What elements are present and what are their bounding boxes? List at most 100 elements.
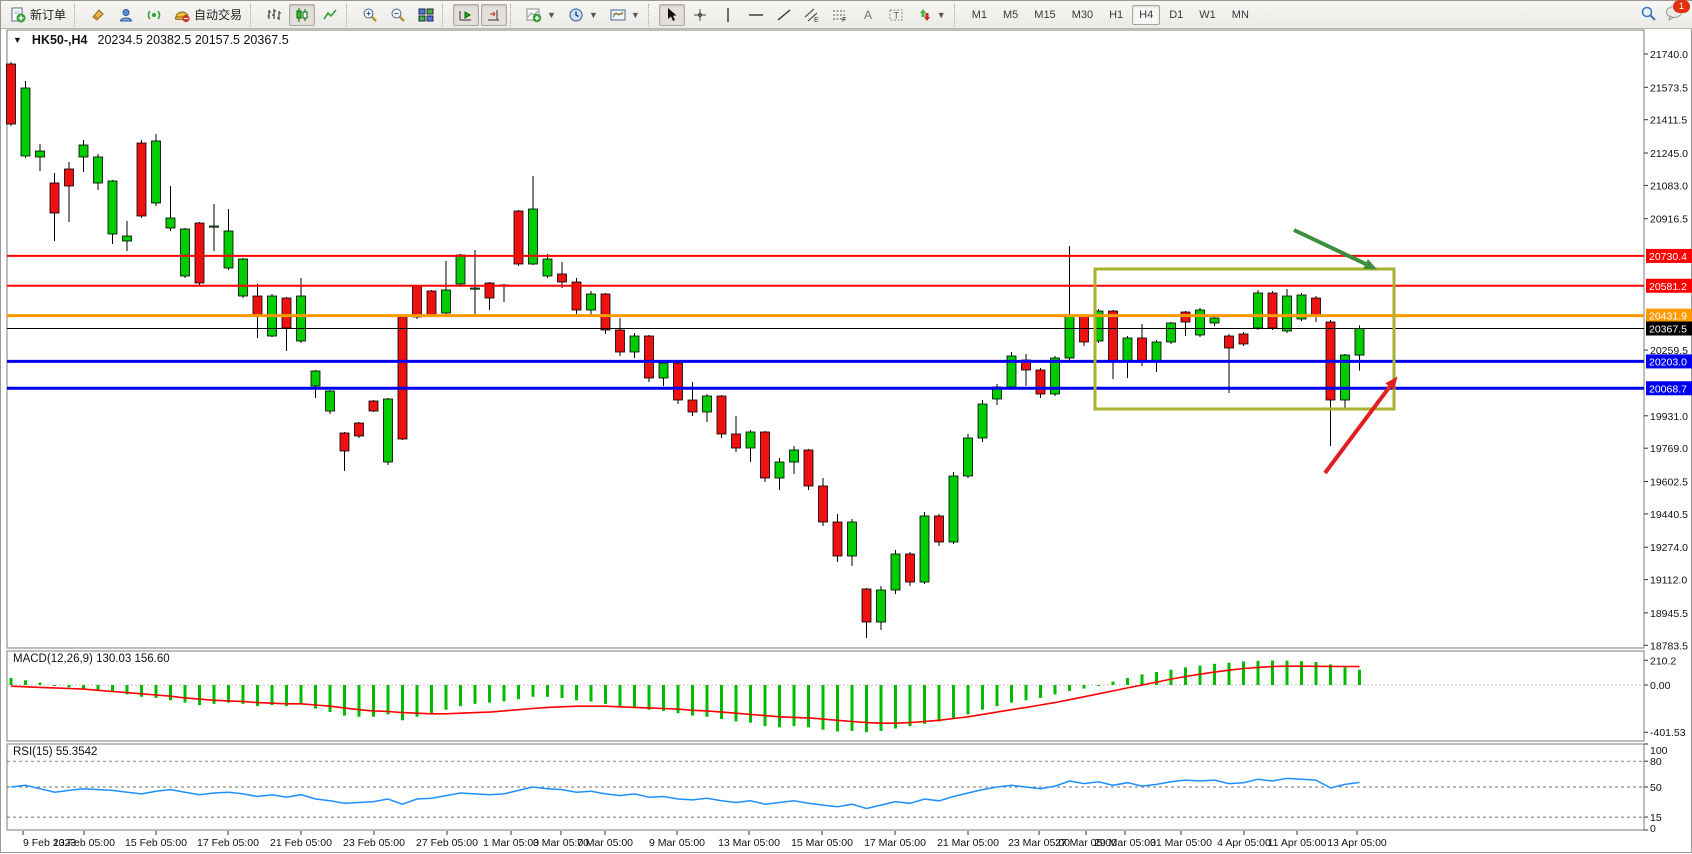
candle-down xyxy=(1224,335,1234,349)
candlestick-button[interactable] xyxy=(289,3,316,26)
time-axis-label: 11 Apr 05:00 xyxy=(1268,837,1327,849)
crosshair-button[interactable] xyxy=(687,4,713,26)
macd-bar xyxy=(560,685,564,698)
candle-up xyxy=(586,293,596,311)
bar-chart-button[interactable] xyxy=(261,4,287,26)
chevron-down-icon[interactable]: ▼ xyxy=(936,9,946,20)
toolbar-separator xyxy=(953,3,962,26)
time-axis-label: 21 Feb 05:00 xyxy=(270,837,332,849)
candle-up xyxy=(223,230,234,269)
timeframe-h1[interactable]: H1 xyxy=(1109,8,1124,21)
channel-button[interactable]: E xyxy=(799,4,825,26)
macd-bar xyxy=(995,685,999,707)
macd-bar xyxy=(386,685,390,715)
macd-bar xyxy=(488,685,491,703)
timeframe-m30[interactable]: M30 xyxy=(1071,8,1094,21)
rsi-label: RSI(15) 55.3542 xyxy=(13,746,98,758)
timeframe-mn[interactable]: MN xyxy=(1231,8,1249,21)
time-axis-label: 9 Feb 2023 xyxy=(23,837,76,849)
candle-down xyxy=(644,335,654,379)
timeframe-m15[interactable]: M15 xyxy=(1034,8,1056,21)
candle-down xyxy=(1035,369,1046,395)
macd-bar xyxy=(53,685,56,686)
drawing-green-down-arrow[interactable] xyxy=(1293,228,1367,266)
candle-up xyxy=(1195,309,1205,336)
new-order-button[interactable]: 新订单 xyxy=(5,3,71,26)
drawing-red-up-arrow[interactable] xyxy=(1323,385,1392,475)
time-axis-label: 13 Feb 05:00 xyxy=(53,837,115,849)
macd-bar xyxy=(82,685,85,689)
macd-bar xyxy=(401,685,404,721)
time-axis-label: 23 Mar 05:00 xyxy=(1008,837,1070,849)
profile-button[interactable] xyxy=(113,4,139,26)
candle-up xyxy=(383,398,393,463)
macd-bar xyxy=(256,685,259,707)
vertical-line-button[interactable] xyxy=(715,4,741,26)
toolbar-separator xyxy=(346,3,354,26)
drawing-red-up-arrow-head[interactable] xyxy=(1385,376,1398,391)
indicators-button[interactable]: ▼ xyxy=(521,4,561,26)
candle-down xyxy=(832,521,843,557)
search-icon[interactable] xyxy=(1640,5,1657,25)
timeframe-h4[interactable]: H4 xyxy=(1132,4,1161,25)
timeframe-d1[interactable]: D1 xyxy=(1169,8,1184,21)
chevron-down-icon[interactable]: ▼ xyxy=(547,9,556,20)
signal-button[interactable] xyxy=(141,4,167,26)
top-toolbar: 新订单 自动交易 ▼ ▼ ▼ E F xyxy=(1,0,1692,29)
auto-scroll-button[interactable] xyxy=(453,3,480,26)
symbol-dropdown-icon[interactable]: ▼ xyxy=(13,35,22,45)
candle-up xyxy=(93,156,103,184)
macd-signal-line xyxy=(10,665,1360,724)
zoom-in-button[interactable] xyxy=(357,4,383,26)
candle-up xyxy=(165,217,176,229)
rsi-line xyxy=(10,777,1360,810)
macd-label: MACD(12,26,9) 130.03 156.60 xyxy=(13,653,170,665)
time-axis-label: 31 Mar 05:00 xyxy=(1150,837,1212,849)
price-axis-label: 18945.5 xyxy=(1650,608,1688,620)
chat-button[interactable]: 1 xyxy=(1665,0,1690,24)
macd-bar xyxy=(328,685,332,713)
candle-up xyxy=(919,515,930,583)
chevron-down-icon[interactable]: ▼ xyxy=(630,9,640,20)
line-chart-button[interactable] xyxy=(317,4,343,26)
arrows-button[interactable]: ▼ xyxy=(911,4,951,26)
drawing-rectangle[interactable] xyxy=(1093,267,1396,411)
cursor-button[interactable] xyxy=(658,3,685,26)
trendline-button[interactable] xyxy=(771,4,797,26)
time-axis-label: 27 Mar 05:00 xyxy=(1055,837,1117,849)
candle-down xyxy=(818,485,828,523)
horizontal-line-button[interactable] xyxy=(743,4,769,26)
macd-bar xyxy=(1358,669,1361,685)
profile-icon xyxy=(118,7,134,23)
crosshair-icon xyxy=(692,7,708,23)
periods-button[interactable]: ▼ xyxy=(563,4,603,26)
drawing-green-down-arrow-head[interactable] xyxy=(1363,258,1378,270)
templates-button[interactable]: ▼ xyxy=(605,4,645,26)
candle-up xyxy=(20,87,31,157)
fibonacci-button[interactable]: F xyxy=(827,4,853,26)
chevron-down-icon[interactable]: ▼ xyxy=(588,9,598,20)
eraser-button[interactable] xyxy=(85,4,111,26)
text-button[interactable]: A xyxy=(855,4,881,26)
time-axis-label: 13 Mar 05:00 xyxy=(718,837,780,849)
macd-bar xyxy=(604,685,607,704)
timeframe-m5[interactable]: M5 xyxy=(1003,8,1019,21)
timeframe-w1[interactable]: W1 xyxy=(1199,8,1216,21)
candle-up xyxy=(977,403,988,439)
macd-bar xyxy=(1024,685,1028,701)
macd-bar xyxy=(1140,674,1144,685)
macd-bar xyxy=(575,685,578,701)
price-line-badge xyxy=(1646,278,1692,293)
macd-bar xyxy=(908,685,912,727)
auto-trading-button[interactable]: 自动交易 xyxy=(169,3,247,26)
macd-bar xyxy=(1271,660,1274,685)
macd-bar xyxy=(212,685,216,704)
text-label-button[interactable]: T xyxy=(883,4,909,26)
tile-windows-button[interactable] xyxy=(413,4,439,26)
zoom-out-button[interactable] xyxy=(385,4,411,26)
price-axis-label: 19274.0 xyxy=(1650,542,1688,554)
macd-bar xyxy=(154,685,158,698)
chart-shift-button[interactable] xyxy=(481,3,508,26)
timeframe-m1[interactable]: M1 xyxy=(971,8,987,21)
